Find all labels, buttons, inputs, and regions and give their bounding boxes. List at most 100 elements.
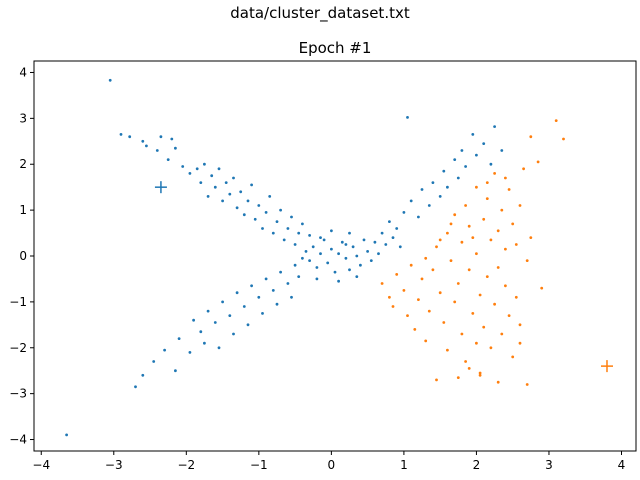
- data-point-cluster-1: [221, 199, 225, 203]
- data-point-cluster-1: [242, 305, 246, 308]
- data-point-cluster-2: [456, 376, 460, 379]
- data-point-cluster-1: [213, 321, 217, 324]
- data-point-cluster-2: [406, 314, 409, 317]
- data-point-cluster-1: [493, 125, 496, 128]
- data-point-cluster-1: [235, 291, 239, 295]
- data-point-cluster-1: [297, 275, 301, 278]
- data-point-cluster-2: [478, 373, 482, 377]
- data-point-cluster-2: [388, 295, 391, 299]
- data-point-cluster-2: [504, 284, 507, 288]
- data-point-cluster-2: [402, 289, 406, 292]
- data-point-cluster-1: [199, 330, 203, 334]
- data-point-cluster-1: [141, 373, 145, 377]
- data-point-cluster-1: [195, 167, 199, 171]
- data-point-cluster-1: [181, 165, 185, 168]
- data-point-cluster-1: [297, 231, 301, 235]
- data-point-cluster-1: [203, 341, 206, 345]
- data-point-cluster-1: [210, 174, 214, 178]
- data-point-cluster-1: [279, 270, 282, 274]
- data-point-cluster-2: [467, 224, 471, 228]
- data-point-cluster-1: [290, 295, 293, 299]
- data-point-cluster-2: [489, 238, 493, 242]
- data-point-cluster-1: [232, 176, 235, 180]
- data-point-cluster-2: [496, 380, 500, 384]
- data-point-cluster-2: [413, 328, 417, 331]
- data-point-cluster-2: [496, 266, 500, 269]
- data-point-cluster-1: [279, 208, 282, 212]
- data-point-cluster-2: [482, 325, 486, 329]
- data-point-cluster-2: [453, 213, 457, 217]
- data-point-cluster-1: [348, 231, 351, 235]
- data-point-cluster-2: [507, 188, 511, 191]
- data-point-cluster-1: [301, 222, 304, 226]
- data-point-cluster-1: [271, 289, 275, 292]
- data-point-cluster-1: [286, 227, 290, 230]
- y-tick-label: −1: [9, 295, 27, 309]
- data-point-cluster-1: [232, 332, 235, 336]
- data-point-cluster-1: [206, 195, 210, 198]
- data-point-cluster-2: [478, 371, 482, 375]
- data-point-cluster-1: [355, 254, 359, 258]
- data-point-cluster-1: [271, 231, 275, 235]
- data-point-cluster-2: [536, 160, 540, 164]
- data-point-cluster-1: [242, 213, 246, 217]
- data-point-cluster-2: [493, 172, 496, 175]
- data-point-cluster-1: [128, 135, 132, 139]
- data-point-cluster-1: [311, 245, 315, 249]
- data-point-cluster-2: [391, 305, 395, 308]
- data-point-cluster-1: [330, 229, 333, 233]
- data-point-cluster-1: [464, 165, 467, 168]
- data-point-cluster-2: [460, 332, 464, 336]
- figure-suptitle: data/cluster_dataset.txt: [230, 4, 410, 23]
- data-point-cluster-1: [174, 146, 177, 150]
- data-point-cluster-1: [355, 275, 359, 278]
- data-point-cluster-1: [170, 137, 174, 141]
- data-point-cluster-2: [525, 383, 529, 386]
- data-point-cluster-1: [257, 295, 261, 299]
- data-point-cluster-1: [282, 238, 286, 242]
- data-point-cluster-2: [529, 135, 533, 139]
- data-point-cluster-1: [446, 185, 449, 189]
- data-point-cluster-2: [427, 309, 431, 313]
- data-point-cluster-2: [446, 348, 449, 352]
- data-point-cluster-1: [155, 149, 159, 152]
- data-point-cluster-1: [308, 259, 311, 262]
- data-point-cluster-2: [562, 137, 565, 141]
- data-point-cluster-2: [522, 167, 525, 171]
- data-point-cluster-2: [485, 197, 489, 201]
- data-point-cluster-1: [489, 162, 493, 166]
- data-point-cluster-2: [511, 222, 515, 226]
- axes-frame: [33, 60, 637, 452]
- data-point-cluster-2: [464, 360, 467, 363]
- data-point-cluster-1: [206, 309, 210, 313]
- data-point-cluster-2: [496, 229, 500, 233]
- data-point-cluster-1: [380, 231, 384, 235]
- data-point-cluster-2: [489, 346, 493, 350]
- x-tick-label: −2: [177, 458, 195, 472]
- data-point-cluster-1: [359, 263, 362, 267]
- data-point-cluster-1: [228, 314, 232, 317]
- data-point-cluster-1: [192, 318, 196, 322]
- data-point-cluster-1: [475, 153, 478, 157]
- data-point-cluster-1: [388, 220, 391, 224]
- y-tick-label: 2: [19, 157, 27, 171]
- data-point-cluster-1: [250, 183, 254, 187]
- data-point-cluster-1: [333, 270, 337, 274]
- data-point-cluster-2: [514, 295, 518, 299]
- x-tick-label: −4: [32, 458, 50, 472]
- data-point-cluster-2: [438, 291, 442, 295]
- data-point-cluster-1: [398, 245, 402, 249]
- data-point-cluster-1: [438, 195, 442, 198]
- data-point-cluster-2: [475, 252, 478, 256]
- chart-title: Epoch #1: [299, 39, 372, 57]
- data-point-cluster-1: [315, 277, 319, 281]
- y-tick-label: 4: [19, 65, 27, 79]
- data-point-cluster-2: [453, 300, 457, 304]
- data-point-cluster-2: [507, 314, 511, 317]
- x-tick-label: −1: [250, 458, 268, 472]
- data-point-cluster-1: [119, 133, 123, 136]
- y-tick-label: −4: [9, 433, 27, 447]
- data-point-cluster-1: [460, 149, 464, 152]
- data-point-cluster-1: [409, 199, 413, 203]
- data-point-cluster-2: [417, 298, 420, 301]
